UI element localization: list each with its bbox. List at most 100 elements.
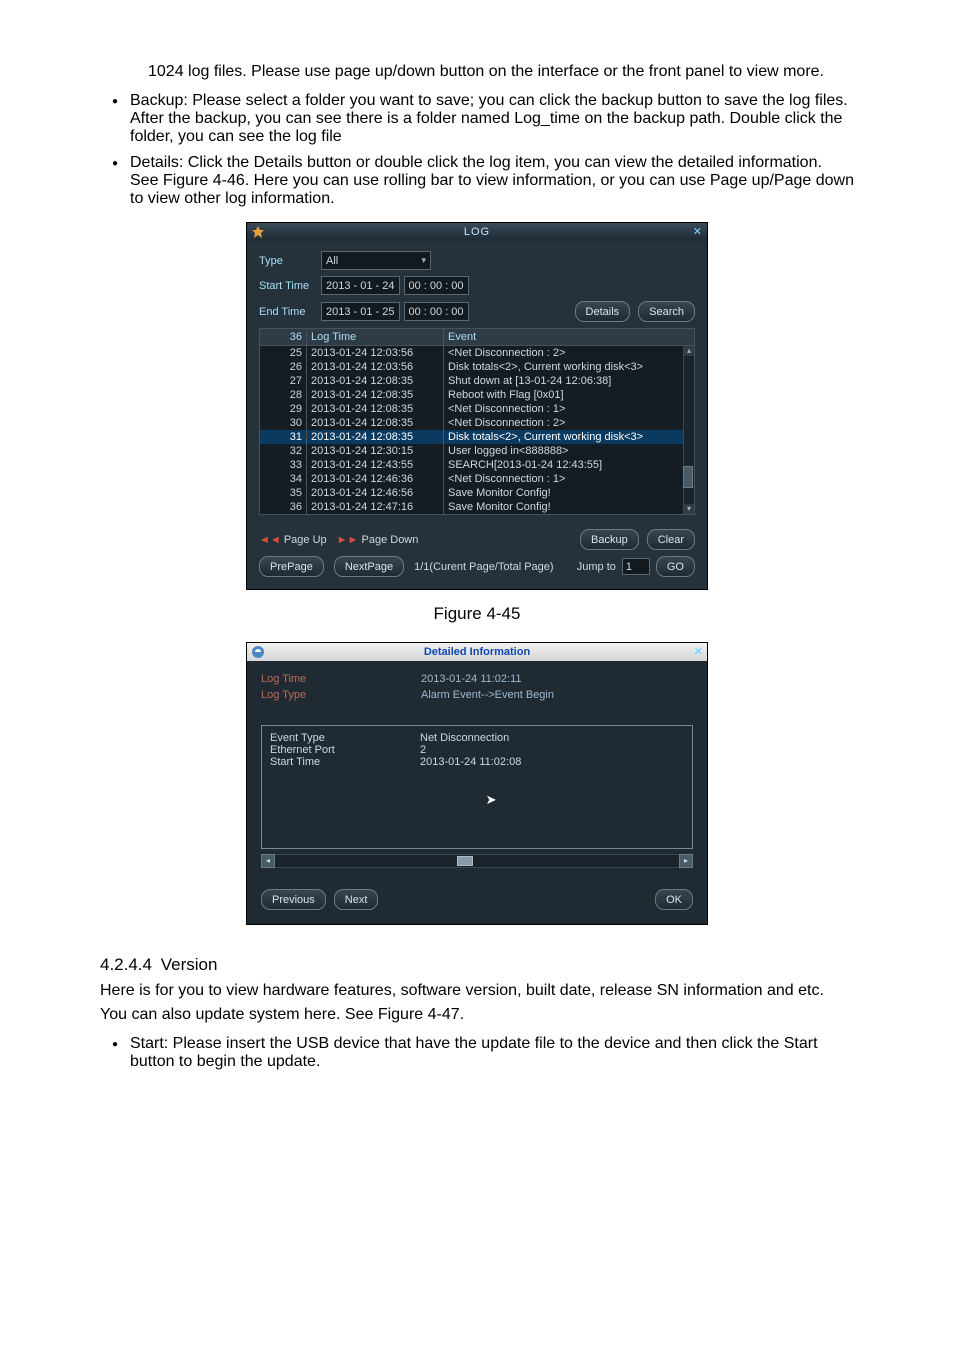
- row-time: 2013-01-24 12:08:35: [307, 388, 444, 402]
- row-event: SEARCH[2013-01-24 12:43:55]: [444, 458, 694, 472]
- nextpage-button[interactable]: NextPage: [334, 556, 404, 577]
- log-titlebar: LOG ✕: [247, 223, 707, 241]
- row-time: 2013-01-24 12:46:56: [307, 486, 444, 500]
- event-label: Ethernet Port: [270, 744, 420, 756]
- row-event: Disk totals<2>, Current working disk<3>: [444, 430, 694, 444]
- close-icon[interactable]: ✕: [693, 225, 703, 238]
- bullet-item: ●Details: Click the Details button or do…: [100, 154, 854, 208]
- hscroll-track[interactable]: [275, 854, 679, 868]
- table-row[interactable]: 352013-01-24 12:46:56Save Monitor Config…: [260, 486, 694, 500]
- event-row: Start Time2013-01-24 11:02:08: [270, 756, 684, 768]
- row-event: Save Monitor Config!: [444, 500, 694, 514]
- end-time-label: End Time: [259, 306, 321, 318]
- table-row[interactable]: 342013-01-24 12:46:36<Net Disconnection …: [260, 472, 694, 486]
- scroll-left-icon[interactable]: ◂: [261, 854, 275, 868]
- bullet-icon: ●: [100, 1035, 130, 1071]
- start-time-input[interactable]: 00 : 00 : 00: [404, 276, 469, 295]
- clear-button[interactable]: Clear: [647, 529, 695, 550]
- row-time: 2013-01-24 12:08:35: [307, 402, 444, 416]
- scrollbar-track[interactable]: ▴ ▾: [683, 346, 694, 514]
- log-title: LOG: [464, 226, 490, 238]
- page-status: 1/1(Curent Page/Total Page): [414, 561, 553, 573]
- row-number: 35: [260, 486, 307, 500]
- detail-event-box: Event TypeNet DisconnectionEthernet Port…: [261, 725, 693, 849]
- scroll-down-icon[interactable]: ▾: [684, 504, 694, 514]
- log-dialog: LOG ✕ Type All ▾ Start Time 2013 - 01 - …: [246, 222, 708, 590]
- event-label: Start Time: [270, 756, 420, 768]
- detail-dialog: Detailed Information ✕ Log Time2013-01-2…: [246, 642, 708, 925]
- row-number: 27: [260, 374, 307, 388]
- table-row[interactable]: 322013-01-24 12:30:15User logged in<8888…: [260, 444, 694, 458]
- row-time: 2013-01-24 12:30:15: [307, 444, 444, 458]
- table-row[interactable]: 312013-01-24 12:08:35Disk totals<2>, Cur…: [260, 430, 694, 444]
- bullet-icon: ●: [100, 154, 130, 208]
- detail-row: Log Time2013-01-24 11:02:11: [261, 673, 693, 685]
- row-number: 29: [260, 402, 307, 416]
- row-event: Save Monitor Config!: [444, 486, 694, 500]
- end-time-input[interactable]: 00 : 00 : 00: [404, 302, 469, 321]
- previous-button[interactable]: Previous: [261, 889, 326, 910]
- bullet-icon: ●: [100, 92, 130, 146]
- section-number: 4.2.4.4: [100, 955, 152, 974]
- log-table: 36 Log Time Event 252013-01-24 12:03:56<…: [259, 328, 695, 515]
- table-row[interactable]: 272013-01-24 12:08:35Shut down at [13-01…: [260, 374, 694, 388]
- table-row[interactable]: 252013-01-24 12:03:56<Net Disconnection …: [260, 346, 694, 360]
- table-row[interactable]: 302013-01-24 12:08:35<Net Disconnection …: [260, 416, 694, 430]
- log-table-header: 36 Log Time Event: [260, 329, 694, 346]
- event-row: Ethernet Port2: [270, 744, 684, 756]
- row-number: 32: [260, 444, 307, 458]
- row-number: 33: [260, 458, 307, 472]
- end-date-input[interactable]: 2013 - 01 - 25: [321, 302, 400, 321]
- page-up-link[interactable]: ◄◄ Page Up: [259, 534, 327, 546]
- search-button[interactable]: Search: [638, 301, 695, 322]
- col-number: 36: [260, 329, 307, 345]
- scroll-right-icon[interactable]: ▸: [679, 854, 693, 868]
- cursor-icon: ➤: [486, 792, 497, 808]
- log-table-body: 252013-01-24 12:03:56<Net Disconnection …: [260, 346, 694, 514]
- jump-input[interactable]: 1: [622, 558, 650, 575]
- app-icon: [251, 645, 265, 662]
- ok-button[interactable]: OK: [655, 889, 693, 910]
- bullet-item: ●Start: Please insert the USB device tha…: [100, 1035, 854, 1071]
- event-value: Net Disconnection: [420, 732, 509, 744]
- table-row[interactable]: 362013-01-24 12:47:16Save Monitor Config…: [260, 500, 694, 514]
- horizontal-scrollbar[interactable]: ◂ ▸: [261, 855, 693, 867]
- row-event: Reboot with Flag [0x01]: [444, 388, 694, 402]
- row-event: Shut down at [13-01-24 12:06:38]: [444, 374, 694, 388]
- prepage-button[interactable]: PrePage: [259, 556, 324, 577]
- row-time: 2013-01-24 12:08:35: [307, 430, 444, 444]
- type-dropdown[interactable]: All ▾: [321, 251, 431, 270]
- row-event: <Net Disconnection : 2>: [444, 416, 694, 430]
- detail-titlebar: Detailed Information ✕: [247, 643, 707, 661]
- row-time: 2013-01-24 12:03:56: [307, 346, 444, 360]
- table-row[interactable]: 292013-01-24 12:08:35<Net Disconnection …: [260, 402, 694, 416]
- event-value: 2: [420, 744, 426, 756]
- col-event: Event: [444, 329, 694, 345]
- backup-button[interactable]: Backup: [580, 529, 639, 550]
- next-button[interactable]: Next: [334, 889, 379, 910]
- type-value: All: [326, 255, 338, 267]
- row-event: <Net Disconnection : 1>: [444, 402, 694, 416]
- row-number: 34: [260, 472, 307, 486]
- close-icon[interactable]: ✕: [694, 645, 703, 658]
- row-time: 2013-01-24 12:08:35: [307, 374, 444, 388]
- go-button[interactable]: GO: [656, 556, 695, 577]
- detail-row: Log TypeAlarm Event-->Event Begin: [261, 689, 693, 701]
- jump-to-label: Jump to: [577, 561, 616, 573]
- scroll-up-icon[interactable]: ▴: [684, 346, 694, 356]
- start-date-input[interactable]: 2013 - 01 - 24: [321, 276, 400, 295]
- detail-value: 2013-01-24 11:02:11: [421, 673, 522, 685]
- page-down-link[interactable]: ►► Page Down: [337, 534, 419, 546]
- hscroll-thumb[interactable]: [457, 856, 473, 866]
- scrollbar-thumb[interactable]: [683, 466, 693, 488]
- start-time-label: Start Time: [259, 280, 321, 292]
- row-event: User logged in<888888>: [444, 444, 694, 458]
- details-button[interactable]: Details: [575, 301, 631, 322]
- table-row[interactable]: 282013-01-24 12:08:35Reboot with Flag [0…: [260, 388, 694, 402]
- row-event: Disk totals<2>, Current working disk<3>: [444, 360, 694, 374]
- row-number: 31: [260, 430, 307, 444]
- table-row[interactable]: 332013-01-24 12:43:55SEARCH[2013-01-24 1…: [260, 458, 694, 472]
- intro-paragraph: 1024 log files. Please use page up/down …: [100, 60, 854, 84]
- table-row[interactable]: 262013-01-24 12:03:56Disk totals<2>, Cur…: [260, 360, 694, 374]
- start-time-value: 00 : 00 : 00: [409, 280, 464, 292]
